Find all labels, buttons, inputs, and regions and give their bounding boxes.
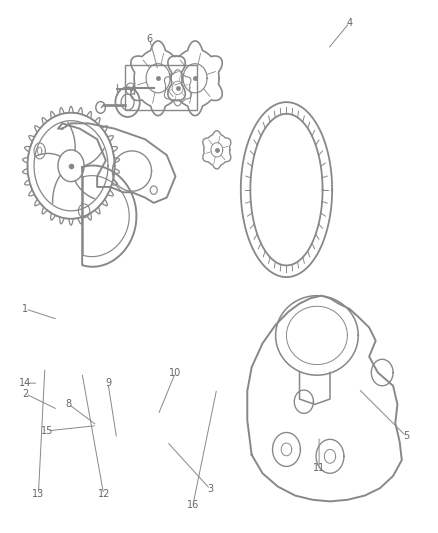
Text: 4: 4 bbox=[346, 18, 353, 28]
Text: 11: 11 bbox=[313, 463, 325, 473]
Text: 1: 1 bbox=[22, 304, 28, 314]
Text: 14: 14 bbox=[19, 378, 32, 388]
Text: 6: 6 bbox=[146, 34, 152, 44]
Text: 5: 5 bbox=[403, 431, 409, 441]
Text: 16: 16 bbox=[187, 500, 199, 510]
Text: 8: 8 bbox=[66, 399, 72, 409]
Text: 10: 10 bbox=[170, 368, 182, 377]
Text: 13: 13 bbox=[32, 489, 45, 499]
Text: 9: 9 bbox=[105, 378, 111, 388]
Text: 15: 15 bbox=[41, 426, 53, 436]
Text: 3: 3 bbox=[207, 484, 213, 494]
Text: 12: 12 bbox=[98, 489, 110, 499]
Text: 2: 2 bbox=[22, 389, 28, 399]
Bar bbox=[125, 65, 197, 110]
